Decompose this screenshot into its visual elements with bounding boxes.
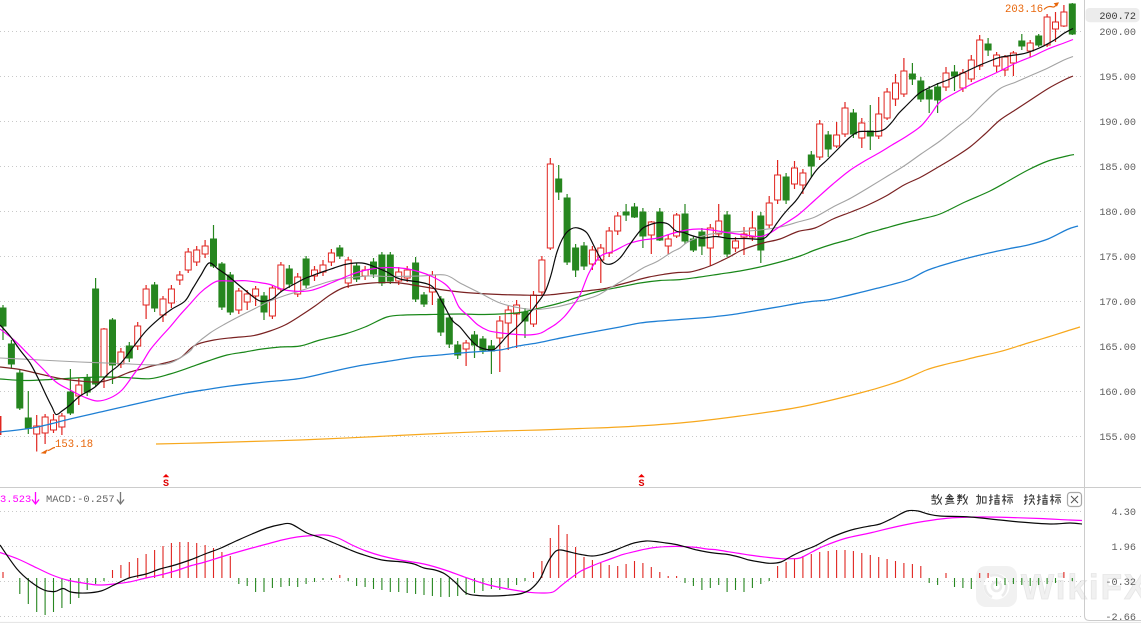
svg-text:WikiFX: WikiFX [1021, 568, 1141, 607]
svg-text:165.00: 165.00 [1099, 343, 1136, 354]
svg-text:MACD:-0.257: MACD:-0.257 [46, 494, 115, 506]
svg-text:195.00: 195.00 [1099, 73, 1136, 84]
svg-text:155.00: 155.00 [1099, 433, 1136, 444]
svg-text:160.00: 160.00 [1099, 388, 1136, 399]
svg-text:-0.32: -0.32 [1105, 578, 1136, 589]
svg-text:3.523: 3.523 [0, 494, 31, 506]
svg-text:1.96: 1.96 [1112, 543, 1136, 554]
svg-text:200.72: 200.72 [1099, 12, 1136, 23]
svg-text:175.00: 175.00 [1099, 253, 1136, 264]
svg-text:203.16: 203.16 [1005, 4, 1043, 16]
svg-text:153.18: 153.18 [55, 439, 93, 451]
svg-text:S: S [163, 479, 169, 490]
svg-text:170.00: 170.00 [1099, 298, 1136, 309]
svg-text:200.00: 200.00 [1099, 28, 1136, 39]
svg-text:180.00: 180.00 [1099, 208, 1136, 219]
svg-text:4.30: 4.30 [1112, 508, 1136, 519]
svg-text:185.00: 185.00 [1099, 163, 1136, 174]
svg-text:190.00: 190.00 [1099, 118, 1136, 129]
svg-text:S: S [638, 479, 644, 490]
svg-text:-2.66: -2.66 [1105, 613, 1136, 623]
